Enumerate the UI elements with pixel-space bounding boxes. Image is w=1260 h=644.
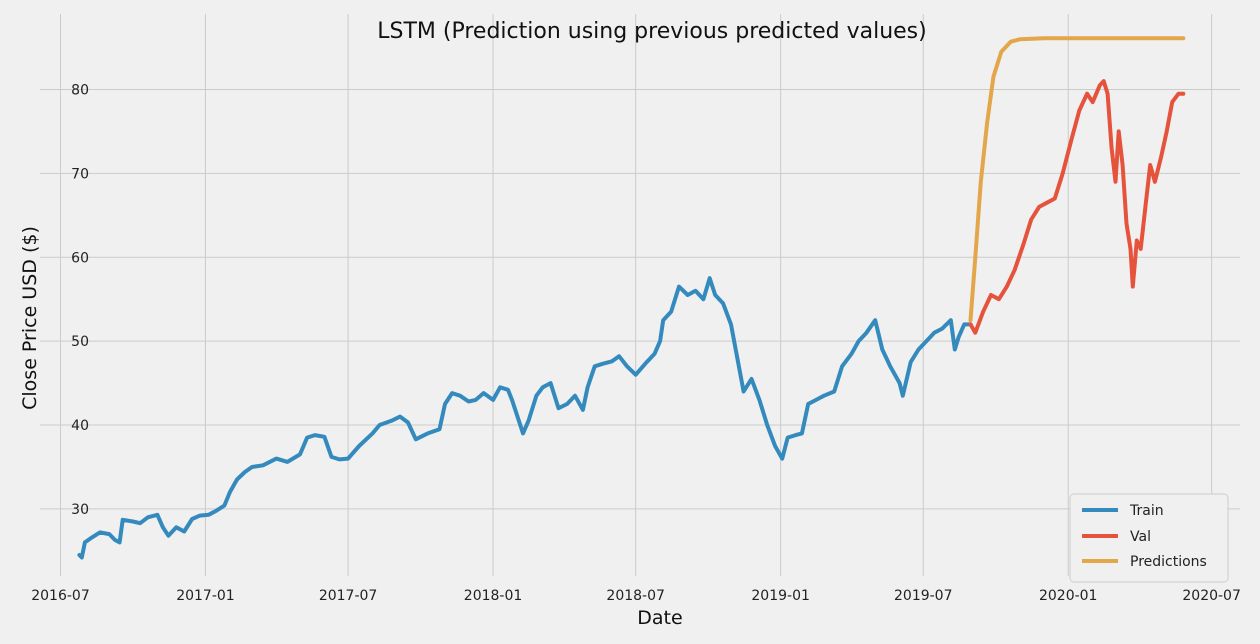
y-tick-label-1: 40	[71, 418, 89, 434]
legend-label-train: Train	[1129, 503, 1164, 519]
x-tick-label-7: 2020-01	[1039, 588, 1098, 604]
y-tick-label-0: 30	[71, 502, 89, 518]
x-tick-label-3: 2018-01	[464, 588, 523, 604]
y-tick-label-5: 80	[71, 82, 89, 98]
x-tick-label-1: 2017-01	[176, 588, 235, 604]
y-axis-title: Close Price USD ($)	[19, 226, 41, 410]
series-line-val	[968, 79, 1186, 335]
gridlines	[40, 14, 1240, 576]
y-tick-label-4: 70	[71, 166, 89, 182]
x-tick-label-5: 2019-01	[751, 588, 810, 604]
x-tick-label-0: 2016-07	[31, 588, 90, 604]
legend-label-predictions: Predictions	[1130, 554, 1207, 570]
legend-label-val: Val	[1130, 529, 1151, 545]
series-line-train	[77, 276, 973, 560]
tick-labels: 30 40 50 60 70 80 2016-07 2017-01 2017-07 2018-01…	[31, 82, 1241, 604]
plot-area	[40, 14, 1240, 576]
x-tick-label-2: 2017-07	[319, 588, 378, 604]
chart-title: LSTM (Prediction using previous predicte…	[377, 19, 926, 44]
y-tick-label-3: 60	[71, 250, 89, 266]
y-tick-label-2: 50	[71, 334, 89, 350]
x-axis-title: Date	[637, 607, 682, 629]
x-tick-label-6: 2019-07	[894, 588, 953, 604]
x-tick-label-8: 2020-07	[1182, 588, 1241, 604]
series-line-predictions	[968, 36, 1186, 323]
x-tick-label-4: 2018-07	[606, 588, 665, 604]
series-lines	[77, 36, 1186, 560]
legend: Train Val Predictions	[1069, 493, 1229, 583]
